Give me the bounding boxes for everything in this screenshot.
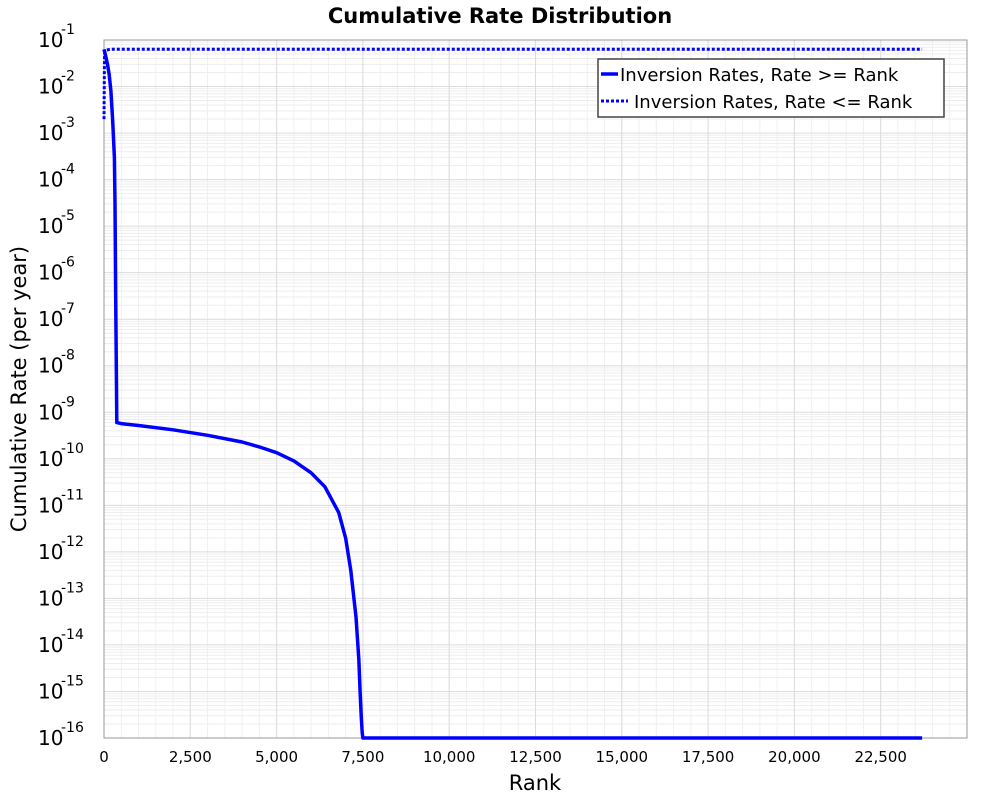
y-axis-label: Cumulative Rate (per year) bbox=[7, 246, 31, 532]
y-tick-exponent: -6 bbox=[61, 255, 75, 271]
y-tick-base: 10 bbox=[38, 586, 63, 610]
y-tick-base: 10 bbox=[38, 679, 63, 703]
y-tick-exponent: -15 bbox=[61, 673, 84, 689]
legend-label-solid: Inversion Rates, Rate >= Rank bbox=[620, 65, 899, 86]
y-tick-exponent: -16 bbox=[61, 720, 84, 736]
x-axis-ticks: 0 2,500 5,000 7,500 10,000 12,500 15,000 17,500… bbox=[99, 748, 907, 766]
y-tick-label: 10-6 bbox=[38, 255, 75, 285]
y-tick-base: 10 bbox=[38, 633, 63, 657]
x-tick-label: 12,500 bbox=[509, 748, 562, 766]
y-tick-exponent: -5 bbox=[61, 208, 75, 224]
x-tick-label: 20,000 bbox=[768, 748, 821, 766]
y-tick-label: 10-1 bbox=[38, 22, 75, 52]
y-tick-exponent: -2 bbox=[61, 69, 75, 85]
legend-box bbox=[597, 58, 945, 118]
y-axis-ticks: 10-110-210-310-410-510-610-710-810-910-1… bbox=[38, 22, 84, 750]
legend-label-dotted: Inversion Rates, Rate <= Rank bbox=[634, 92, 913, 113]
x-tick-label: 0 bbox=[99, 748, 109, 766]
y-tick-label: 10-2 bbox=[38, 69, 75, 99]
x-tick-label: 22,500 bbox=[854, 748, 907, 766]
y-tick-exponent: -7 bbox=[61, 301, 75, 317]
y-tick-base: 10 bbox=[38, 307, 63, 331]
y-tick-exponent: -4 bbox=[61, 162, 75, 178]
y-tick-base: 10 bbox=[38, 400, 63, 424]
y-tick-label: 10-7 bbox=[38, 301, 75, 331]
y-tick-exponent: -10 bbox=[61, 441, 84, 457]
x-tick-label: 7,500 bbox=[341, 748, 384, 766]
y-tick-base: 10 bbox=[38, 168, 63, 192]
y-tick-exponent: -8 bbox=[61, 348, 75, 364]
series-layer bbox=[102, 47, 923, 740]
y-tick-exponent: -9 bbox=[61, 394, 75, 410]
y-tick-base: 10 bbox=[38, 121, 63, 145]
x-tick-label: 15,000 bbox=[596, 748, 649, 766]
y-tick-base: 10 bbox=[38, 540, 63, 564]
y-tick-label: 10-8 bbox=[38, 348, 75, 378]
chart-title: Cumulative Rate Distribution bbox=[328, 4, 672, 28]
y-tick-exponent: -12 bbox=[61, 534, 84, 550]
y-tick-base: 10 bbox=[38, 447, 63, 471]
x-tick-label: 10,000 bbox=[423, 748, 476, 766]
y-tick-base: 10 bbox=[38, 75, 63, 99]
y-tick-base: 10 bbox=[38, 726, 63, 750]
x-axis-label: Rank bbox=[509, 771, 562, 795]
y-tick-exponent: -11 bbox=[61, 487, 84, 503]
y-tick-label: 10-3 bbox=[38, 115, 75, 145]
y-tick-label: 10-15 bbox=[38, 673, 84, 703]
x-tick-label: 2,500 bbox=[169, 748, 212, 766]
y-tick-label: 10-4 bbox=[38, 162, 75, 192]
y-tick-exponent: -13 bbox=[61, 580, 84, 596]
x-tick-label: 5,000 bbox=[255, 748, 298, 766]
y-tick-label: 10-9 bbox=[38, 394, 75, 424]
y-tick-exponent: -3 bbox=[61, 115, 75, 131]
y-tick-exponent: -1 bbox=[61, 22, 75, 38]
y-tick-label: 10-12 bbox=[38, 534, 84, 564]
y-tick-label: 10-13 bbox=[38, 580, 84, 610]
major-gridlines bbox=[103, 39, 967, 739]
x-tick-label: 17,500 bbox=[682, 748, 735, 766]
y-tick-base: 10 bbox=[38, 354, 63, 378]
legend: Inversion Rates, Rate >= Rank Inversion … bbox=[597, 58, 945, 118]
y-tick-base: 10 bbox=[38, 28, 63, 52]
y-tick-exponent: -14 bbox=[61, 627, 84, 643]
series-line-rate-le-rank bbox=[102, 47, 923, 120]
y-tick-label: 10-10 bbox=[38, 441, 84, 471]
y-tick-label: 10-14 bbox=[38, 627, 84, 657]
y-tick-base: 10 bbox=[38, 493, 63, 517]
y-tick-label: 10-5 bbox=[38, 208, 75, 238]
y-tick-label: 10-16 bbox=[38, 720, 84, 750]
y-tick-label: 10-11 bbox=[38, 487, 84, 517]
series-line-rate-ge-rank bbox=[102, 48, 923, 740]
y-tick-base: 10 bbox=[38, 261, 63, 285]
y-tick-base: 10 bbox=[38, 214, 63, 238]
